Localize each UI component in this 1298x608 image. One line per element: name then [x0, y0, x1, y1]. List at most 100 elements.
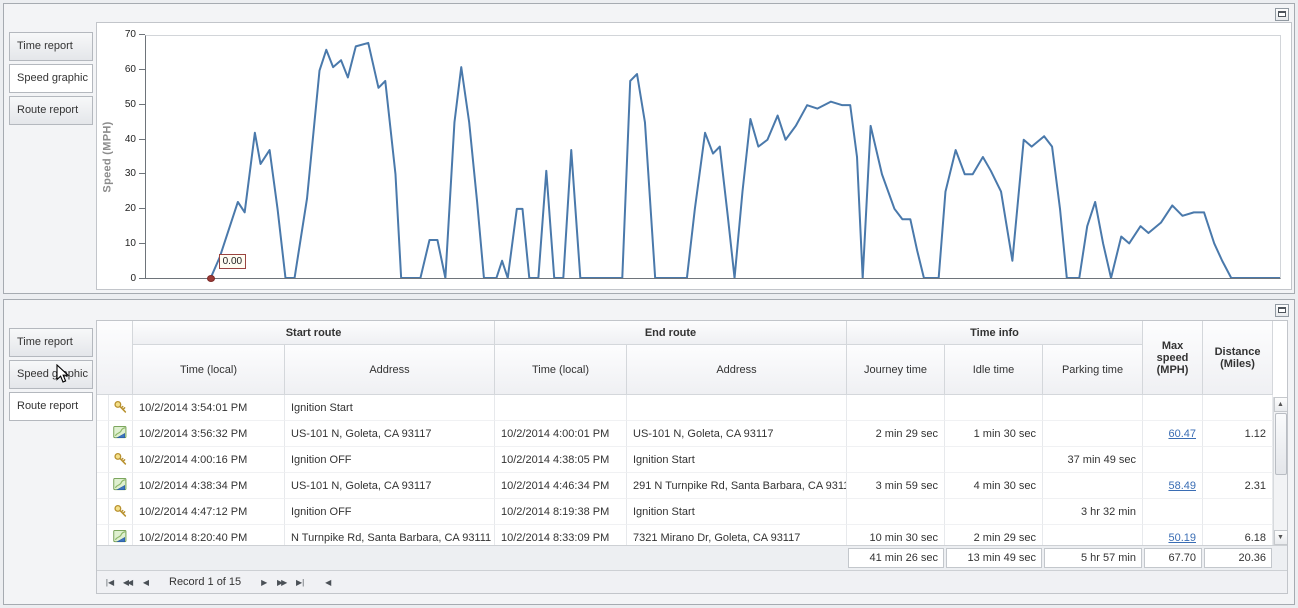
- summary-max-speed: 67.70: [1144, 548, 1202, 568]
- route-grid-rows-viewport: 10/2/2014 3:54:01 PM Ignition Start 10/2/2…: [97, 395, 1287, 545]
- distance-cell: [1203, 447, 1273, 473]
- pager-first-button[interactable]: |◀: [105, 577, 115, 587]
- record-indicator: Record 1 of 15: [169, 576, 242, 588]
- row-indicator-cell: [97, 525, 109, 545]
- idle-time-cell: 1 min 30 sec: [945, 421, 1043, 447]
- start-point-marker: [206, 275, 215, 282]
- parking-time-cell: [1043, 525, 1143, 545]
- tab-speed-graphic[interactable]: Speed graphic: [9, 64, 93, 93]
- idle-time-cell: [945, 499, 1043, 525]
- column-group-end-route: End route: [495, 321, 847, 345]
- column-header-address[interactable]: Address: [627, 345, 847, 395]
- start-time-cell: 10/2/2014 3:56:32 PM: [133, 421, 285, 447]
- tab-time-report[interactable]: Time report: [9, 328, 93, 357]
- pager-scroll-left-button[interactable]: ◀: [325, 577, 332, 587]
- tab-speed-graphic[interactable]: Speed graphic: [9, 360, 93, 389]
- start-address-cell: Ignition Start: [285, 395, 495, 421]
- max-speed-link[interactable]: 50.19: [1168, 531, 1196, 544]
- pager-prev-button[interactable]: ◀: [142, 577, 150, 587]
- start-address-cell: Ignition OFF: [285, 447, 495, 473]
- idle-time-cell: 2 min 29 sec: [945, 525, 1043, 545]
- tab-time-report[interactable]: Time report: [9, 32, 93, 61]
- row-indicator-header: [97, 321, 133, 395]
- top-panel-body: Time report Speed graphic Route report Spe…: [4, 22, 1294, 293]
- grid-row[interactable]: 10/2/2014 4:38:34 PM US-101 N, Goleta, CA…: [97, 473, 1273, 499]
- grid-row[interactable]: 10/2/2014 4:00:16 PM Ignition OFF 10/2/201…: [97, 447, 1273, 473]
- route-report-panel: Time report Speed graphic Route report Sta…: [3, 299, 1295, 605]
- max-speed-link[interactable]: 58.49: [1168, 479, 1196, 492]
- start-time-cell: 10/2/2014 8:20:40 PM: [133, 525, 285, 545]
- journey-time-cell: 3 min 59 sec: [847, 473, 945, 499]
- column-header-idle-time[interactable]: Idle time: [945, 345, 1043, 395]
- tab-route-report[interactable]: Route report: [9, 392, 93, 421]
- pager-next-button[interactable]: ▶: [261, 577, 268, 587]
- grid-row[interactable]: 10/2/2014 3:54:01 PM Ignition Start: [97, 395, 1273, 421]
- journey-time-cell: [847, 395, 945, 421]
- max-speed-cell: [1143, 447, 1203, 473]
- end-time-cell: 10/2/2014 8:19:38 PM: [495, 499, 627, 525]
- idle-time-cell: [945, 447, 1043, 473]
- y-tick-mark: [139, 34, 145, 35]
- column-group-time-info: Time info: [847, 321, 1144, 345]
- grid-row[interactable]: 10/2/2014 3:56:32 PM US-101 N, Goleta, CA…: [97, 421, 1273, 447]
- bottom-panel-body: Time report Speed graphic Route report Sta…: [4, 318, 1294, 604]
- tab-route-report[interactable]: Route report: [9, 96, 93, 125]
- top-panel-collapse-button[interactable]: [1275, 7, 1289, 21]
- row-type-icon-cell: [109, 447, 133, 473]
- column-header-max-speed-mph[interactable]: Max speed (MPH): [1143, 321, 1204, 395]
- speed-chart-container: Speed (MPH) 0 10 20 30 40 50 60 70 0.00: [96, 22, 1292, 290]
- route-grid: Start route End route Time info Max speed (…: [96, 320, 1288, 594]
- scrollbar-thumb[interactable]: [1274, 413, 1287, 475]
- y-axis-ticks: 0 10 20 30 40 50 60 70: [117, 30, 145, 284]
- end-time-cell: 10/2/2014 4:46:34 PM: [495, 473, 627, 499]
- grid-row[interactable]: 10/2/2014 4:47:12 PM Ignition OFF 10/2/201…: [97, 499, 1273, 525]
- collapse-icon: [1278, 11, 1286, 17]
- distance-cell: 6.18: [1203, 525, 1273, 545]
- grid-row[interactable]: 10/2/2014 8:20:40 PM N Turnpike Rd, Santa…: [97, 525, 1273, 545]
- y-tick-label: 30: [124, 168, 136, 180]
- y-tick-mark: [139, 103, 145, 105]
- column-header-time-local[interactable]: Time (local): [495, 345, 627, 395]
- journey-time-cell: [847, 447, 945, 473]
- column-header-journey-time[interactable]: Journey time: [847, 345, 945, 395]
- route-segment-icon: [113, 477, 127, 490]
- scroll-up-arrow[interactable]: ▲: [1273, 397, 1287, 412]
- end-time-cell: 10/2/2014 8:33:09 PM: [495, 525, 627, 545]
- scroll-down-arrow[interactable]: ▼: [1273, 530, 1287, 545]
- pager-next-page-button[interactable]: ▶▶: [277, 577, 287, 587]
- y-tick-mark: [139, 278, 145, 279]
- row-indicator-cell: [97, 421, 109, 447]
- pager-last-button[interactable]: ▶|: [296, 577, 305, 587]
- row-type-icon-cell: [109, 525, 133, 545]
- distance-cell: [1203, 499, 1273, 525]
- end-address-cell: 7321 Mirano Dr, Goleta, CA 93117: [627, 525, 847, 545]
- summary-row: 41 min 26 sec 13 min 49 sec 5 hr 57 min 67.…: [97, 545, 1287, 570]
- bottom-panel-header: [4, 300, 1294, 318]
- vertical-scrollbar[interactable]: ▲ ▼: [1273, 397, 1287, 545]
- max-speed-cell: 60.47: [1143, 421, 1203, 447]
- parking-time-cell: 3 hr 32 min: [1043, 499, 1143, 525]
- distance-cell: [1203, 395, 1273, 421]
- summary-journey-time: 41 min 26 sec: [848, 548, 944, 568]
- column-group-start-route: Start route: [133, 321, 495, 345]
- y-tick-mark: [139, 68, 145, 70]
- row-type-icon-cell: [109, 499, 133, 525]
- column-header-parking-time[interactable]: Parking time: [1043, 345, 1144, 395]
- row-indicator-cell: [97, 395, 109, 421]
- bottom-panel-collapse-button[interactable]: [1275, 303, 1289, 317]
- end-address-cell: US-101 N, Goleta, CA 93117: [627, 421, 847, 447]
- column-header-time-local[interactable]: Time (local): [133, 345, 285, 395]
- distance-cell: 2.31: [1203, 473, 1273, 499]
- bottom-side-tabs: Time report Speed graphic Route report: [4, 318, 96, 601]
- journey-time-cell: 2 min 29 sec: [847, 421, 945, 447]
- pager-prev-page-button[interactable]: ◀◀: [122, 577, 133, 587]
- row-indicator-cell: [97, 447, 109, 473]
- end-address-cell: Ignition Start: [627, 499, 847, 525]
- column-header-address[interactable]: Address: [285, 345, 495, 395]
- column-header-distance-miles[interactable]: Distance (Miles): [1203, 321, 1274, 395]
- max-speed-link[interactable]: 60.47: [1168, 427, 1196, 440]
- max-speed-cell: [1143, 395, 1203, 421]
- distance-cell: 1.12: [1203, 421, 1273, 447]
- start-time-cell: 10/2/2014 4:47:12 PM: [133, 499, 285, 525]
- y-tick-label: 60: [124, 63, 136, 75]
